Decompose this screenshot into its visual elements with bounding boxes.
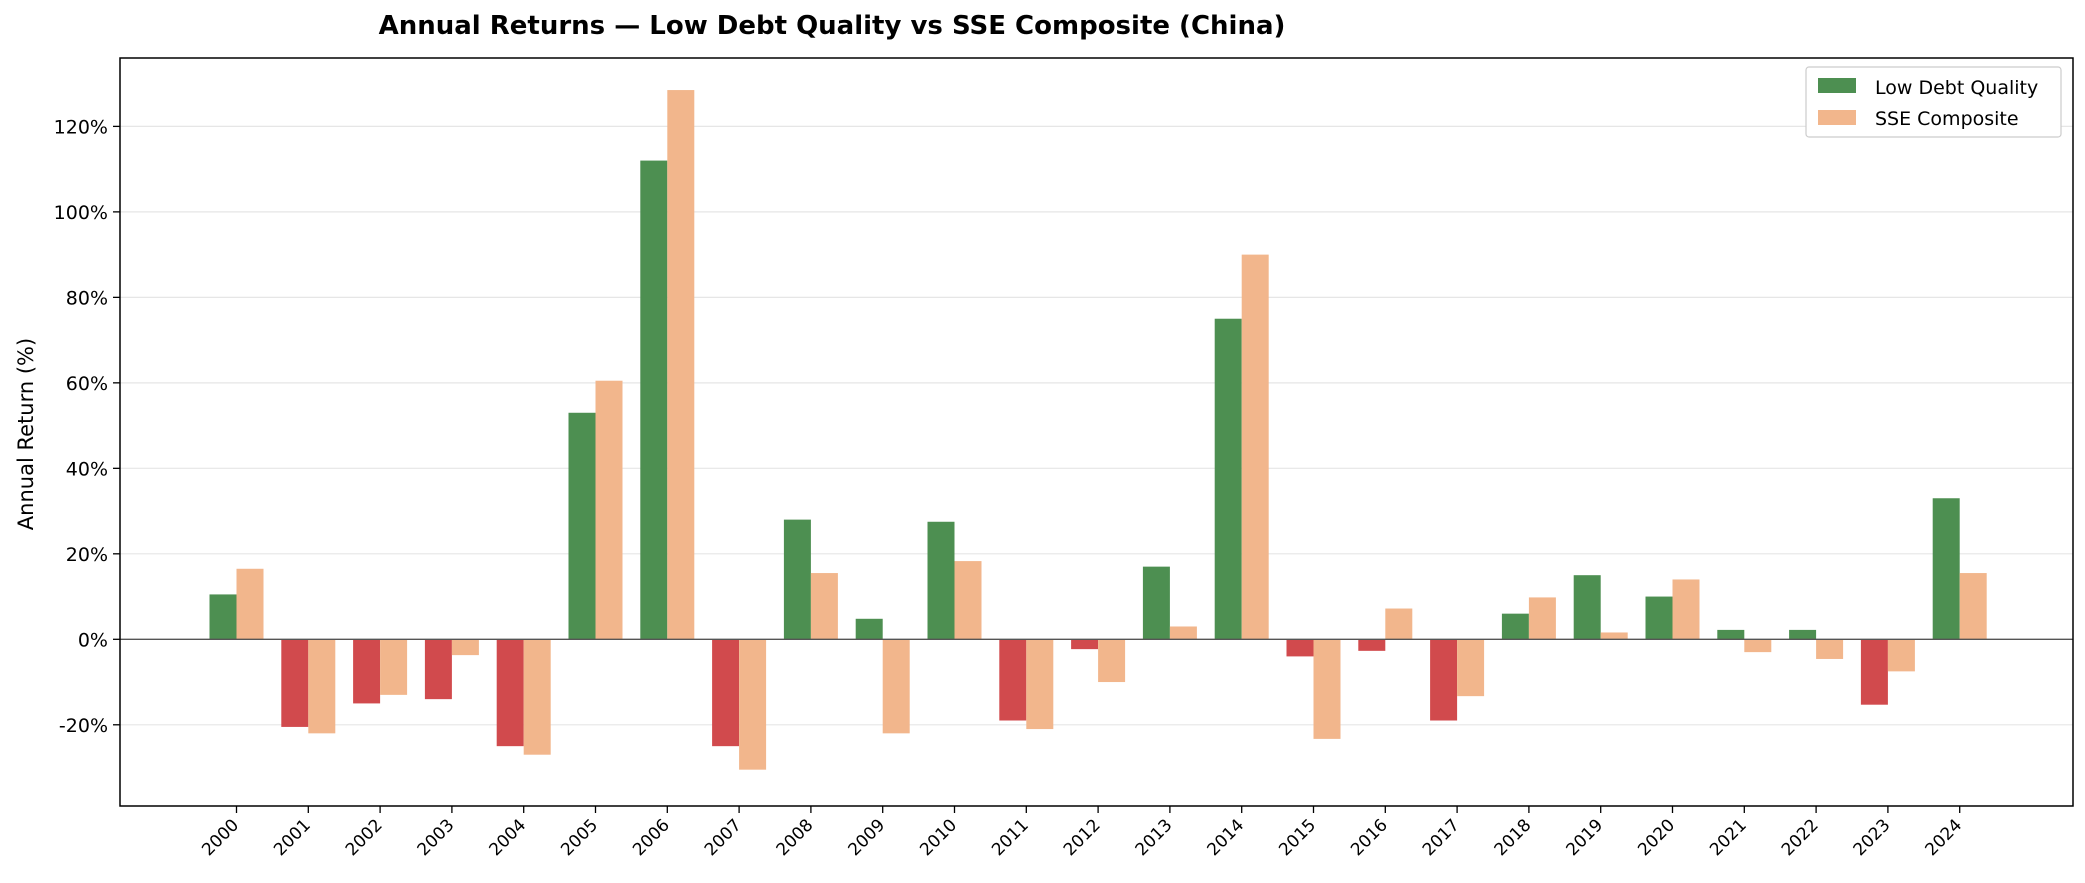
bar-sse-composite-2022 <box>1816 639 1844 659</box>
bar-low-debt-quality-2000 <box>209 594 237 640</box>
bar-low-debt-quality-2017 <box>1430 639 1458 721</box>
bar-low-debt-quality-2022 <box>1789 629 1817 640</box>
x-tick-label: 2012 <box>1060 815 1105 860</box>
chart-title: Annual Returns — Low Debt Quality vs SSE… <box>379 11 1286 41</box>
legend-label-sse-composite: SSE Composite <box>1875 108 2019 130</box>
bar-sse-composite-2017 <box>1457 639 1485 697</box>
bar-low-debt-quality-2012 <box>1071 639 1099 650</box>
bar-low-debt-quality-2014 <box>1214 318 1242 640</box>
bar-low-debt-quality-2013 <box>1142 566 1170 640</box>
x-axis-ticks: 2000 2001 2002 2003 2004 2005 2006 2007 2008 2009… <box>198 806 1966 860</box>
legend-frame <box>1805 66 2062 138</box>
y-tick-label: 100% <box>54 202 108 224</box>
bar-sse-composite-2005 <box>595 380 623 640</box>
x-tick-label: 2021 <box>1706 815 1751 860</box>
bar-sse-composite-2008 <box>810 573 838 640</box>
bar-sse-composite-2006 <box>667 90 695 640</box>
y-tick-label: -20% <box>59 715 108 737</box>
bar-sse-composite-2018 <box>1528 597 1556 640</box>
y-tick-label: 20% <box>66 544 108 566</box>
y-tick-label: 80% <box>66 287 108 309</box>
x-tick-label: 2015 <box>1275 815 1320 860</box>
bar-low-debt-quality-2021 <box>1717 629 1745 640</box>
x-tick-label: 2002 <box>342 815 387 860</box>
y-tick-label: 120% <box>54 116 108 138</box>
bar-low-debt-quality-2002 <box>353 639 381 704</box>
x-tick-label: 2004 <box>486 815 531 860</box>
bar-low-debt-quality-2015 <box>1286 639 1314 657</box>
bar-sse-composite-2023 <box>1887 639 1915 672</box>
bar-low-debt-quality-2009 <box>855 618 883 640</box>
legend-swatch-sse-composite <box>1818 110 1856 125</box>
x-tick-label: 2003 <box>414 815 459 860</box>
x-tick-label: 2008 <box>773 815 818 860</box>
bar-sse-composite-2001 <box>308 639 336 734</box>
bar-sse-composite-2014 <box>1241 254 1269 640</box>
legend: Low Debt Quality SSE Composite <box>1805 66 2062 138</box>
legend-label-low-debt-quality: Low Debt Quality <box>1875 77 2038 99</box>
x-tick-label: 2005 <box>557 815 602 860</box>
bar-low-debt-quality-2024 <box>1932 498 1960 640</box>
bar-sse-composite-2012 <box>1098 639 1126 683</box>
bar-sse-composite-2007 <box>739 639 767 770</box>
bar-low-debt-quality-2007 <box>712 639 740 747</box>
bar-low-debt-quality-2016 <box>1358 639 1386 651</box>
bar-low-debt-quality-2023 <box>1860 639 1888 705</box>
bar-low-debt-quality-2020 <box>1645 596 1673 640</box>
bar-low-debt-quality-2004 <box>496 639 524 747</box>
x-tick-label: 2011 <box>988 815 1033 860</box>
bar-low-debt-quality-2010 <box>927 521 955 640</box>
bar-sse-composite-2011 <box>1026 639 1054 730</box>
bar-sse-composite-2016 <box>1385 608 1413 640</box>
x-tick-label: 2017 <box>1419 815 1464 860</box>
plot-frame <box>119 57 2074 807</box>
bar-low-debt-quality-2006 <box>640 160 668 640</box>
x-tick-label: 2013 <box>1132 815 1177 860</box>
x-tick-label: 2010 <box>916 815 961 860</box>
bar-sse-composite-2020 <box>1672 579 1700 640</box>
bar-sse-composite-2019 <box>1600 632 1628 640</box>
bar-low-debt-quality-2005 <box>568 412 596 640</box>
x-tick-label: 2016 <box>1347 815 1392 860</box>
x-tick-label: 2000 <box>198 815 243 860</box>
bar-sse-composite-2015 <box>1313 639 1341 739</box>
bar-sse-composite-2013 <box>1169 626 1197 640</box>
legend-swatch-low-debt-quality <box>1818 78 1856 93</box>
y-tick-label: 60% <box>66 373 108 395</box>
x-tick-label: 2018 <box>1491 815 1536 860</box>
bar-sse-composite-2002 <box>380 639 408 695</box>
x-tick-label: 2024 <box>1921 815 1966 860</box>
y-tick-label: 40% <box>66 458 108 480</box>
y-tick-label: 0% <box>78 629 108 651</box>
x-tick-label: 2023 <box>1850 815 1895 860</box>
bar-low-debt-quality-2003 <box>424 639 452 700</box>
bar-sse-composite-2024 <box>1959 573 1987 640</box>
bar-low-debt-quality-2018 <box>1501 613 1529 640</box>
y-axis-label: Annual Return (%) <box>14 338 38 530</box>
x-tick-label: 2001 <box>270 815 315 860</box>
x-tick-label: 2019 <box>1562 815 1607 860</box>
bars <box>209 90 1987 770</box>
bar-low-debt-quality-2001 <box>281 639 309 727</box>
bar-low-debt-quality-2019 <box>1573 575 1601 640</box>
bar-sse-composite-2010 <box>954 561 982 640</box>
y-axis-ticks: -20% 0% 20% 40% 60% 80% 100% 120% <box>54 116 120 737</box>
x-tick-label: 2006 <box>629 815 674 860</box>
x-tick-label: 2022 <box>1778 815 1823 860</box>
bar-sse-composite-2004 <box>523 639 551 755</box>
bar-sse-composite-2009 <box>882 639 910 734</box>
gridlines <box>120 125 2073 726</box>
x-tick-label: 2007 <box>701 815 746 860</box>
bar-low-debt-quality-2011 <box>999 639 1027 721</box>
bar-sse-composite-2021 <box>1744 639 1772 653</box>
x-tick-label: 2014 <box>1203 815 1248 860</box>
bar-low-debt-quality-2008 <box>783 519 811 640</box>
bar-sse-composite-2000 <box>236 568 264 640</box>
x-tick-label: 2009 <box>845 815 890 860</box>
bar-sse-composite-2003 <box>451 639 479 656</box>
x-tick-label: 2020 <box>1634 815 1679 860</box>
